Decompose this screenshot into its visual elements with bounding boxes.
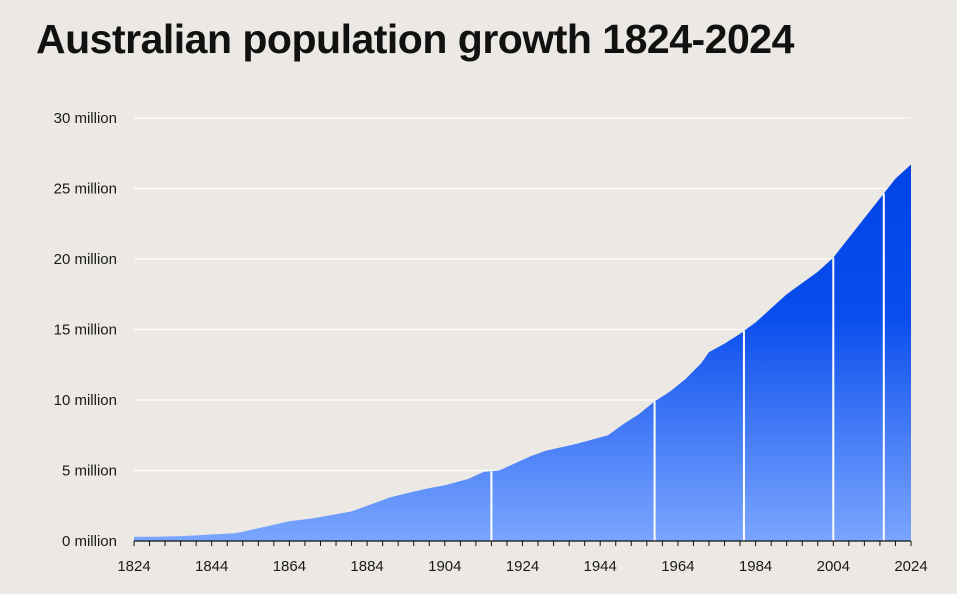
population-area	[134, 164, 911, 541]
y-tick-label: 20 million	[54, 251, 117, 268]
x-tick-label: 1904	[428, 558, 461, 575]
chart-title: Australian population growth 1824-2024	[36, 16, 794, 62]
x-tick-label: 1944	[584, 558, 617, 575]
x-tick-label: 1864	[273, 558, 306, 575]
y-tick-label: 25 million	[54, 181, 117, 198]
y-tick-label: 0 million	[62, 533, 117, 550]
x-tick-label: 1824	[117, 558, 150, 575]
x-tick-label: 1984	[739, 558, 772, 575]
y-tick-label: 15 million	[54, 322, 117, 339]
area-series	[134, 164, 911, 541]
x-tick-label: 1924	[506, 558, 539, 575]
marker-lines	[490, 193, 885, 541]
x-tick-label: 1884	[350, 558, 383, 575]
gridlines	[134, 117, 911, 472]
x-tick-label: 1964	[661, 558, 694, 575]
x-tick-label: 2004	[817, 558, 850, 575]
x-tick-label: 1844	[195, 558, 228, 575]
x-tick-label: 2024	[894, 558, 927, 575]
y-tick-label: 10 million	[54, 392, 117, 409]
y-tick-label: 5 million	[62, 463, 117, 480]
axes: 0 million 5 million 10 million 15 million 20…	[54, 110, 928, 575]
y-tick-label: 30 million	[54, 110, 117, 127]
